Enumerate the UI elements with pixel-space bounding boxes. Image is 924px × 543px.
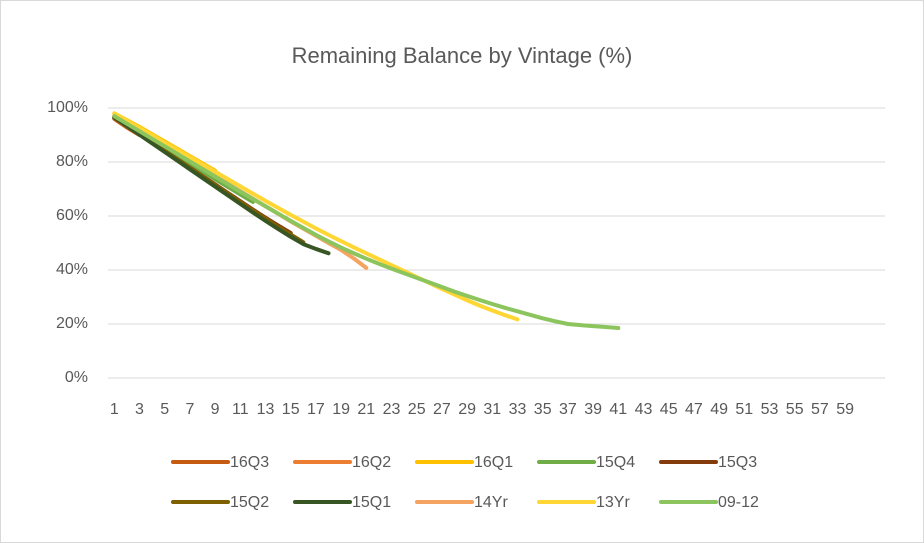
legend-label: 16Q1 [474,454,513,471]
legend-label: 13Yr [596,494,630,511]
y-tick-label: 80% [56,153,88,170]
legend-label: 16Q2 [352,454,391,471]
x-tick-label: 57 [811,401,829,418]
x-tick-label: 15 [282,401,300,418]
x-tick-label: 17 [307,401,325,418]
x-tick-label: 45 [660,401,678,418]
legend-label: 15Q3 [718,454,757,471]
series-line [112,114,621,331]
x-tick-label: 25 [408,401,426,418]
x-tick-label: 27 [433,401,451,418]
series-line [112,115,331,256]
legend-label: 09-12 [718,494,759,511]
x-tick-label: 51 [735,401,753,418]
x-tick-label: 31 [483,401,501,418]
x-tick-label: 13 [257,401,275,418]
x-tick-label: 29 [458,401,476,418]
legend-label: 15Q1 [352,494,391,511]
x-tick-label: 23 [383,401,401,418]
legend-label: 16Q3 [230,454,269,471]
x-tick-label: 59 [836,401,854,418]
x-tick-label: 41 [609,401,627,418]
x-tick-label: 21 [357,401,375,418]
y-tick-label: 60% [56,207,88,224]
series-line [112,111,520,322]
y-tick-label: 40% [56,261,88,278]
x-tick-label: 11 [232,401,249,418]
x-tick-label: 43 [635,401,653,418]
x-tick-label: 47 [685,401,703,418]
legend-label: 15Q4 [596,454,635,471]
legend-label: 14Yr [474,494,508,511]
x-tick-label: 9 [211,401,220,418]
x-tick-label: 49 [710,401,728,418]
legend-label: 15Q2 [230,494,269,511]
y-tick-label: 100% [47,99,88,116]
x-tick-label: 35 [534,401,552,418]
x-tick-label: 55 [786,401,804,418]
y-tick-label: 0% [65,369,88,386]
y-tick-label: 20% [56,315,88,332]
x-tick-label: 7 [185,401,194,418]
x-tick-label: 1 [110,401,119,418]
x-tick-label: 5 [160,401,169,418]
x-tick-label: 37 [559,401,577,418]
x-tick-label: 19 [332,401,350,418]
x-tick-label: 39 [584,401,602,418]
chart-title: Remaining Balance by Vintage (%) [292,43,633,68]
x-tick-label: 33 [509,401,527,418]
x-tick-label: 3 [135,401,144,418]
x-tick-label: 53 [761,401,779,418]
